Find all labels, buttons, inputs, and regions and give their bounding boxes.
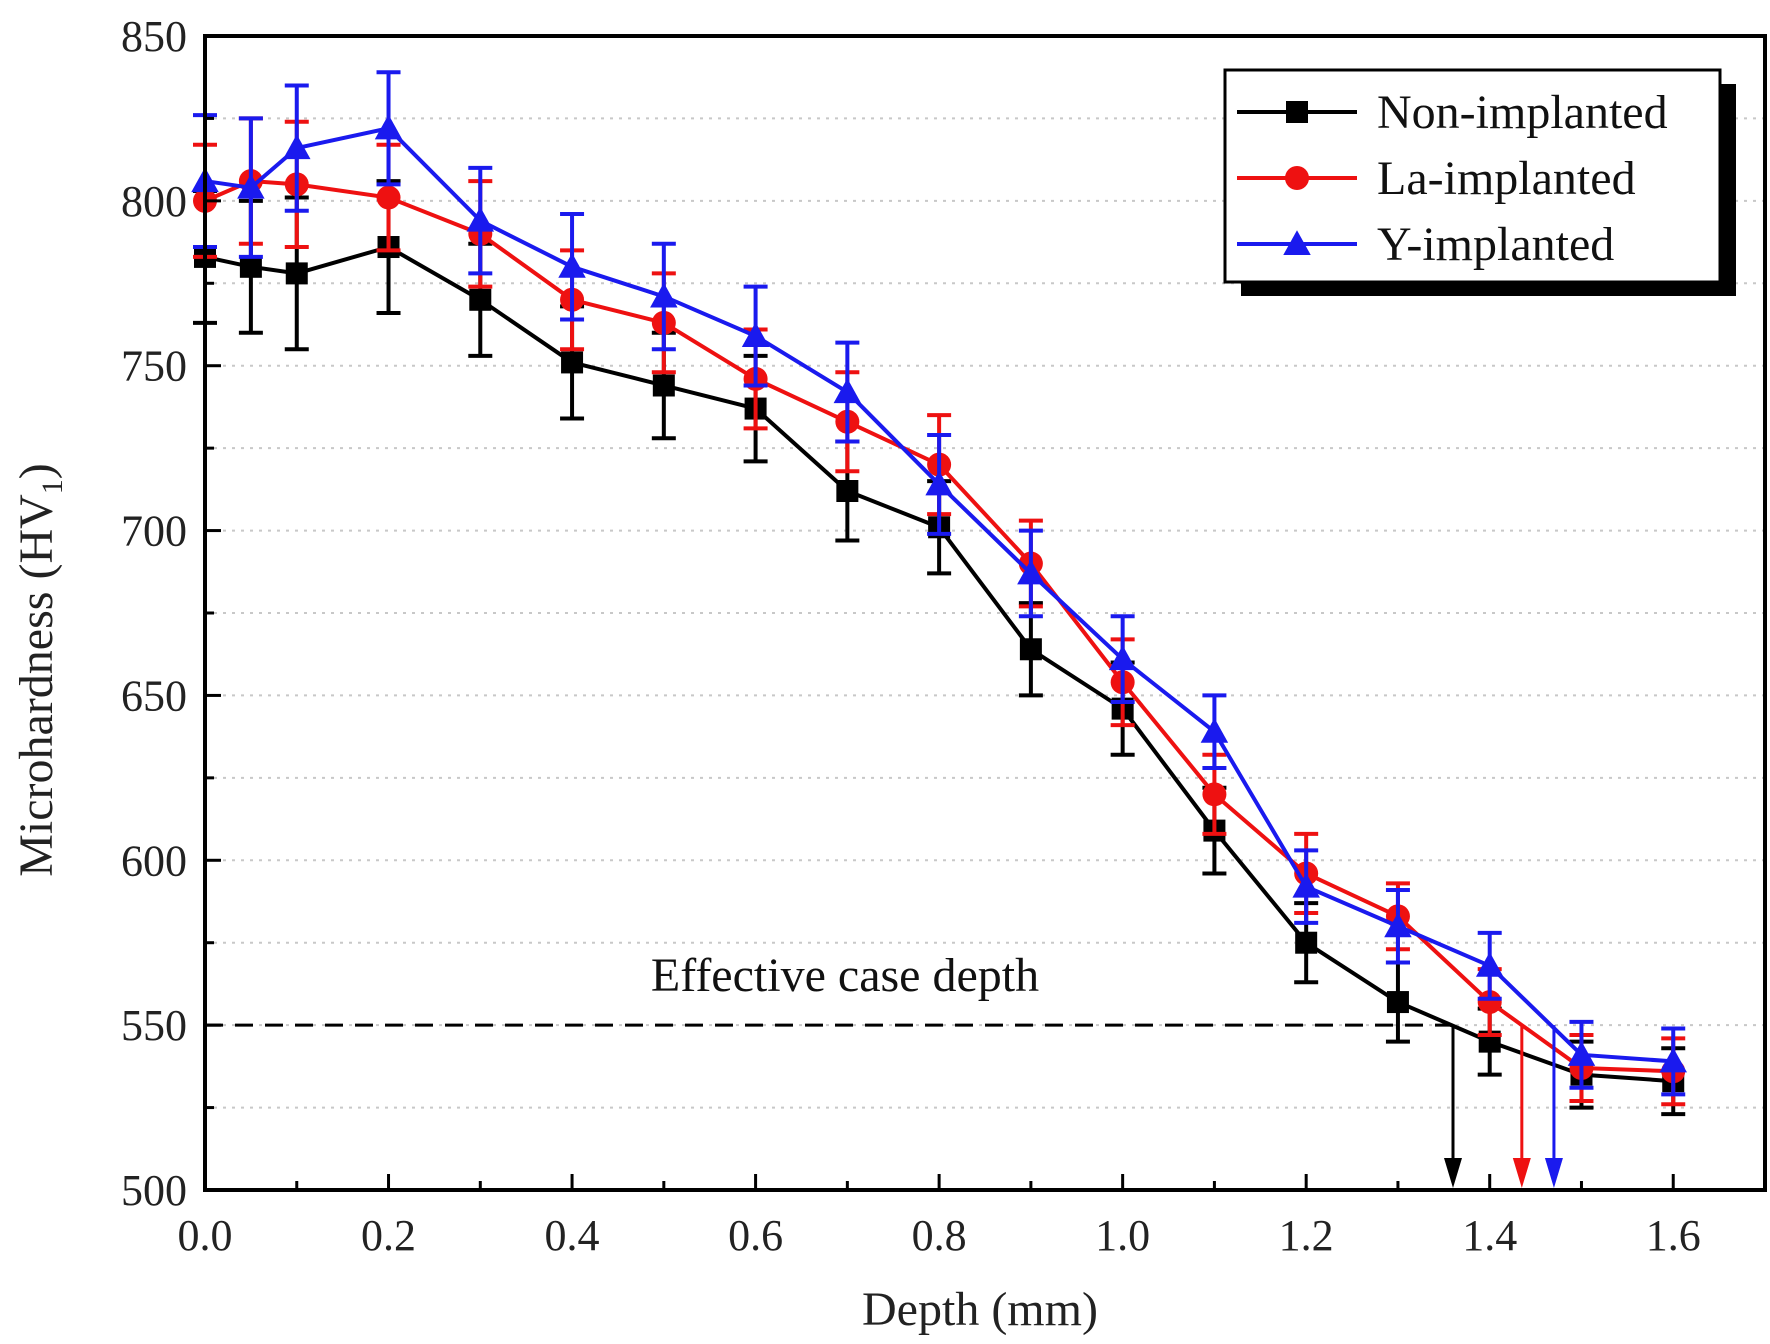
- x-tick-label: 0.0: [178, 1211, 233, 1260]
- data-point-square: [652, 374, 675, 397]
- y-tick-label: 750: [121, 342, 187, 391]
- data-point-triangle: [925, 470, 953, 496]
- data-point-triangle: [741, 322, 770, 348]
- effective-case-depth-label: Effective case depth: [651, 949, 1039, 1002]
- data-point-square: [561, 351, 584, 374]
- data-point-triangle: [1283, 230, 1311, 255]
- series-line: [204, 245, 1674, 1084]
- data-point-triangle: [1108, 645, 1137, 671]
- data-point-square: [1019, 638, 1042, 661]
- data-point-triangle: [558, 253, 586, 278]
- data-point-triangle: [1567, 1041, 1596, 1066]
- data-point-triangle: [650, 282, 678, 308]
- x-tick-label: 1.4: [1462, 1211, 1517, 1260]
- x-tick-label: 0.4: [545, 1211, 600, 1260]
- data-point-square: [1286, 101, 1308, 123]
- data-point-circle: [376, 185, 401, 210]
- x-tick-label: 1.0: [1095, 1211, 1150, 1260]
- data-point-circle: [1285, 166, 1309, 190]
- y-tick-label: 800: [121, 177, 187, 226]
- y-tick-label: 600: [121, 836, 187, 885]
- tick-labels: 500 550 600 650 700 750 800 850 0.0 0.2 0.4 0.6 0.8 1…: [121, 12, 1701, 1260]
- data-point-triangle: [833, 378, 862, 404]
- data-point-triangle: [466, 206, 495, 232]
- legend-label: Non-implanted: [1377, 86, 1668, 139]
- data-point-square: [1386, 991, 1409, 1014]
- data-point-triangle: [237, 173, 265, 199]
- data-point-circle: [1477, 990, 1502, 1015]
- data-series: [191, 70, 1687, 1117]
- data-point-circle: [1202, 782, 1227, 807]
- y-axis-title-subscript: 1: [36, 479, 69, 494]
- data-point-triangle: [1017, 559, 1045, 585]
- legend-entry-la-implanted: La-implanted: [1237, 152, 1636, 205]
- x-tick-label: 1.6: [1646, 1211, 1701, 1260]
- y-tick-label: 500: [121, 1166, 187, 1215]
- data-point-square: [1295, 931, 1318, 954]
- legend-entry-non-implanted: Non-implanted: [1237, 86, 1668, 139]
- series-line: [204, 126, 1674, 1064]
- data-point-triangle: [1384, 912, 1412, 938]
- y-axis-title-main: Microhardness (HV: [10, 494, 63, 877]
- x-tick-label: 0.6: [728, 1211, 783, 1260]
- y-tick-label: 850: [121, 12, 187, 61]
- x-tick-label: 0.8: [912, 1211, 967, 1260]
- legend-label: Y-implanted: [1377, 218, 1614, 271]
- data-point-triangle: [1475, 952, 1504, 977]
- data-point-square: [239, 255, 262, 278]
- case-depth-arrowhead: [1444, 1158, 1462, 1188]
- y-tick-label: 700: [121, 507, 187, 556]
- y-tick-label: 650: [121, 671, 187, 720]
- data-point-square: [836, 480, 859, 503]
- y-tick-label: 550: [121, 1001, 187, 1050]
- legend-label: La-implanted: [1377, 152, 1636, 205]
- legend-entry-y-implanted: Y-implanted: [1237, 218, 1614, 271]
- data-point-square: [285, 262, 308, 285]
- data-point-square: [469, 288, 492, 311]
- y-axis-title-close: ): [10, 463, 63, 479]
- case-depth-arrowhead: [1512, 1158, 1531, 1188]
- x-tick-label: 1.2: [1279, 1211, 1334, 1260]
- series-line: [204, 179, 1674, 1074]
- case-depth-arrows: [1444, 1025, 1563, 1188]
- data-point-triangle: [1659, 1047, 1687, 1073]
- data-point-triangle: [374, 114, 403, 140]
- y-axis-title: Microhardness (HV1): [10, 463, 69, 877]
- data-point-triangle: [283, 134, 311, 160]
- data-point-triangle: [1292, 872, 1320, 898]
- case-depth-arrowhead: [1544, 1158, 1563, 1188]
- x-tick-label: 0.2: [361, 1211, 416, 1260]
- x-axis-title: Depth (mm): [862, 1283, 1098, 1336]
- data-point-triangle: [1200, 717, 1229, 743]
- legend: Non-implanted La-implanted Y-implanted: [1223, 68, 1736, 296]
